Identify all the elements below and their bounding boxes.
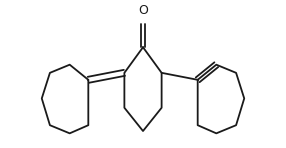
Text: O: O <box>138 4 148 17</box>
